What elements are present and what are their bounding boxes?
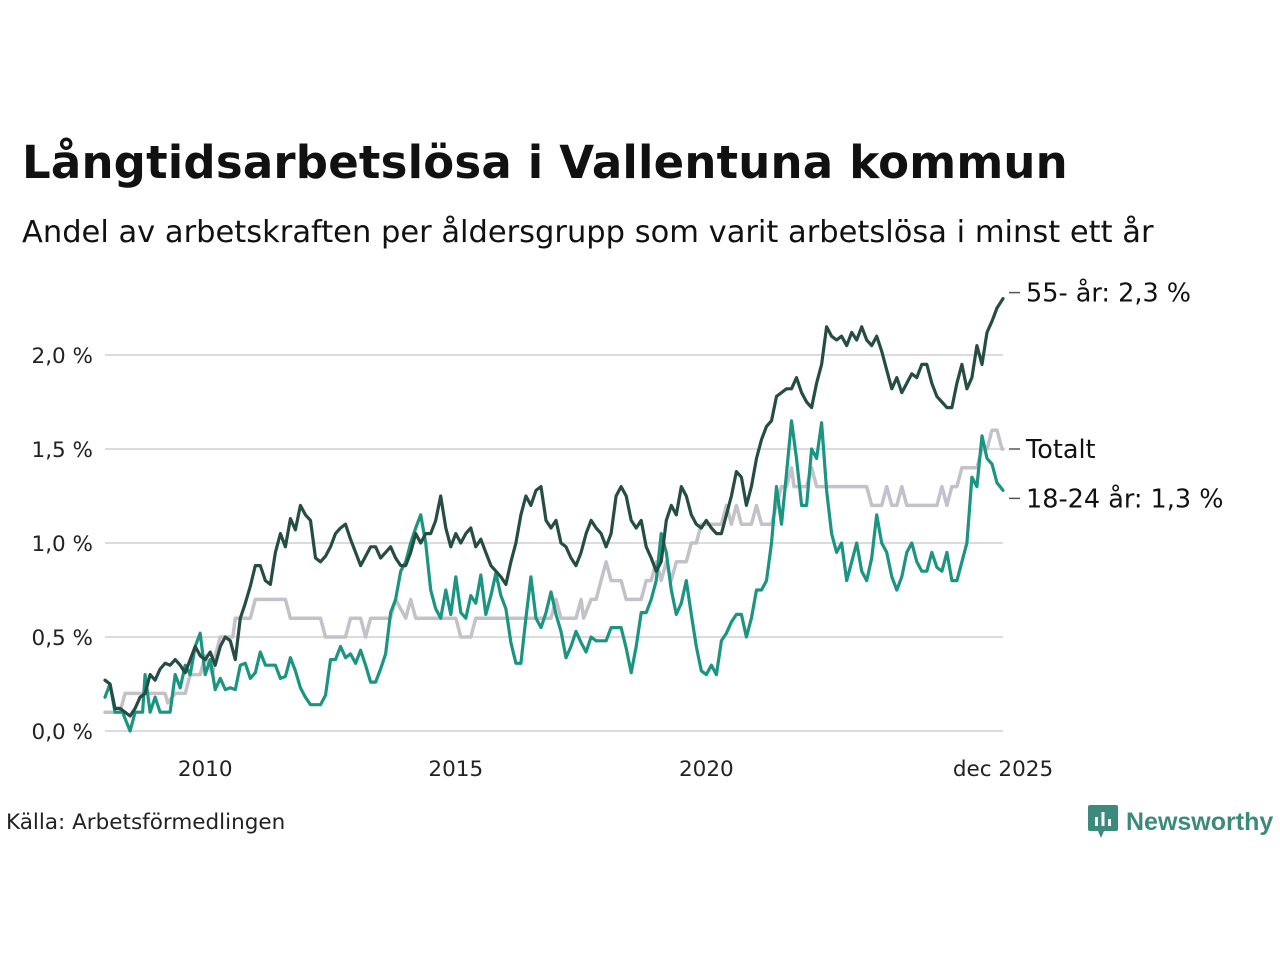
y-tick-label: 0,0 %	[32, 720, 93, 745]
chart-title: Långtidsarbetslösa i Vallentuna kommun	[22, 136, 1068, 189]
brand[interactable]: Newsworthy	[1088, 805, 1273, 839]
y-tick-label: 1,0 %	[32, 532, 93, 557]
series-line-55-r	[103, 297, 1005, 718]
y-tick-label: 2,0 %	[32, 344, 93, 369]
newsworthy-logo-icon	[1088, 805, 1118, 838]
y-tick-label: 0,5 %	[32, 626, 93, 651]
x-tick-label: 2020	[679, 757, 734, 782]
end-label: 18-24 år: 1,3 %	[1026, 484, 1223, 514]
x-tick-label: 2015	[428, 757, 483, 782]
brand-name: Newsworthy	[1126, 807, 1274, 836]
y-tick-label: 1,5 %	[32, 438, 93, 463]
end-label: 55- år: 2,3 %	[1026, 279, 1191, 309]
series-line-18-24-r	[103, 419, 1005, 733]
x-tick-label: 2010	[178, 757, 233, 782]
x-tick-label: dec 2025	[953, 757, 1053, 782]
series-line-totalt	[103, 428, 1005, 714]
end-label: Totalt	[1025, 435, 1096, 465]
source-note: Källa: Arbetsförmedlingen	[6, 810, 286, 835]
chart-subtitle: Andel av arbetskraften per åldersgrupp s…	[22, 215, 1154, 250]
